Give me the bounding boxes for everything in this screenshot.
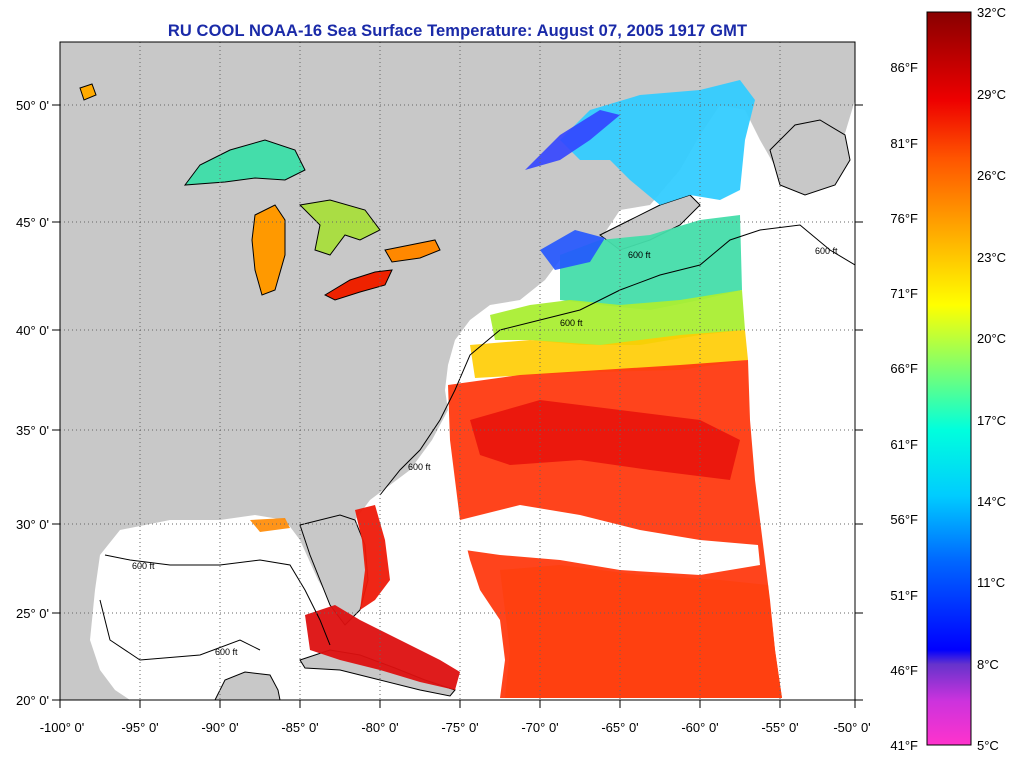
lake-superior (183, 139, 306, 186)
longitude-labels: -100° 0' -95° 0' -90° 0' -85° 0' -80° 0'… (40, 720, 871, 735)
lon-label: -55° 0' (761, 720, 798, 735)
sst-cuba-north (305, 605, 460, 690)
lon-label: -95° 0' (121, 720, 158, 735)
lat-label: 40° 0' (16, 323, 49, 338)
colorbar-celsius-label: 32°C (977, 5, 1006, 20)
colorbar-fahrenheit-label: 46°F (890, 663, 918, 678)
colorbar-fahrenheit-label: 81°F (890, 136, 918, 151)
lake-erie (323, 269, 393, 301)
lake-michigan (251, 204, 286, 296)
sst-florida-straits (355, 505, 390, 610)
graticule (60, 42, 855, 700)
colorbar-fahrenheit-label: 76°F (890, 211, 918, 226)
map-frame (59, 41, 856, 701)
colorbar-fahrenheit-label: 56°F (890, 512, 918, 527)
lon-label: -85° 0' (281, 720, 318, 735)
lon-label: -60° 0' (681, 720, 718, 735)
lake-ontario (384, 239, 441, 263)
colorbar-celsius-label: 8°C (977, 657, 999, 672)
north-america-land (60, 42, 855, 700)
lon-label: -65° 0' (601, 720, 638, 735)
lon-label: -100° 0' (40, 720, 85, 735)
colorbar-fahrenheit-label: 86°F (890, 60, 918, 75)
colorbar (926, 11, 972, 746)
contour-label: 600 ft (132, 561, 155, 571)
colorbar-celsius-label: 14°C (977, 494, 1006, 509)
sst-cloud-gap (460, 505, 760, 575)
colorbar-fahrenheit-labels: 86°F 81°F 76°F 71°F 66°F 61°F 56°F 51°F … (890, 60, 918, 753)
lat-label: 20° 0' (16, 693, 49, 708)
contour-label: 600 ft (560, 318, 583, 328)
colorbar-fahrenheit-label: 61°F (890, 437, 918, 452)
sst-nova-scotia-shelf (560, 215, 742, 310)
colorbar-fahrenheit-label: 66°F (890, 361, 918, 376)
colorbar-celsius-label: 5°C (977, 738, 999, 753)
sst-shelf-green (490, 290, 745, 345)
newfoundland-land (769, 119, 851, 196)
lake-huron (298, 199, 381, 256)
lon-label: -70° 0' (521, 720, 558, 735)
sst-hot-core (470, 400, 740, 480)
yucatan-land (214, 671, 281, 700)
colorbar-fahrenheit-label: 51°F (890, 588, 918, 603)
colorbar-celsius-label: 29°C (977, 87, 1006, 102)
lat-label: 30° 0' (16, 517, 49, 532)
colorbar-fahrenheit-label: 71°F (890, 286, 918, 301)
colorbar-celsius-label: 23°C (977, 250, 1006, 265)
contour-label: 600 ft (215, 647, 238, 657)
sst-southern-warm (500, 565, 782, 698)
lat-label: 25° 0' (16, 606, 49, 621)
lon-label: -90° 0' (201, 720, 238, 735)
axis-ticks (52, 104, 863, 708)
contour-label: 600 ft (628, 250, 651, 260)
colorbar-celsius-label: 20°C (977, 331, 1006, 346)
contour-label: 600 ft (815, 246, 838, 256)
lat-label: 35° 0' (16, 423, 49, 438)
contour-label: 600 ft (408, 462, 431, 472)
lon-label: -80° 0' (361, 720, 398, 735)
colorbar-fahrenheit-label: 41°F (890, 738, 918, 753)
lat-label: 45° 0' (16, 215, 49, 230)
sst-gulf-patch (250, 518, 290, 532)
latitude-labels: 50° 0' 45° 0' 40° 0' 35° 0' 30° 0' 25° 0… (16, 98, 49, 708)
colorbar-celsius-label: 26°C (977, 168, 1006, 183)
sst-gulf-of-maine-cold (540, 230, 605, 270)
colorbar-celsius-label: 11°C (977, 575, 1005, 590)
contour-600ft-gulf (99, 554, 331, 661)
colorbar-celsius-labels: 32°C 29°C 26°C 23°C 20°C 17°C 14°C 11°C … (977, 5, 1006, 753)
lon-label: -75° 0' (441, 720, 478, 735)
lake-of-the-woods (79, 83, 97, 101)
contour-600ft-east (379, 224, 855, 496)
colorbar-celsius-label: 17°C (977, 413, 1006, 428)
sst-st-lawrence-cold (525, 110, 620, 170)
lat-label: 50° 0' (16, 98, 49, 113)
lon-label: -50° 0' (833, 720, 870, 735)
map-title: RU COOL NOAA-16 Sea Surface Temperature:… (167, 22, 748, 40)
sst-gulf-st-lawrence (560, 80, 755, 205)
